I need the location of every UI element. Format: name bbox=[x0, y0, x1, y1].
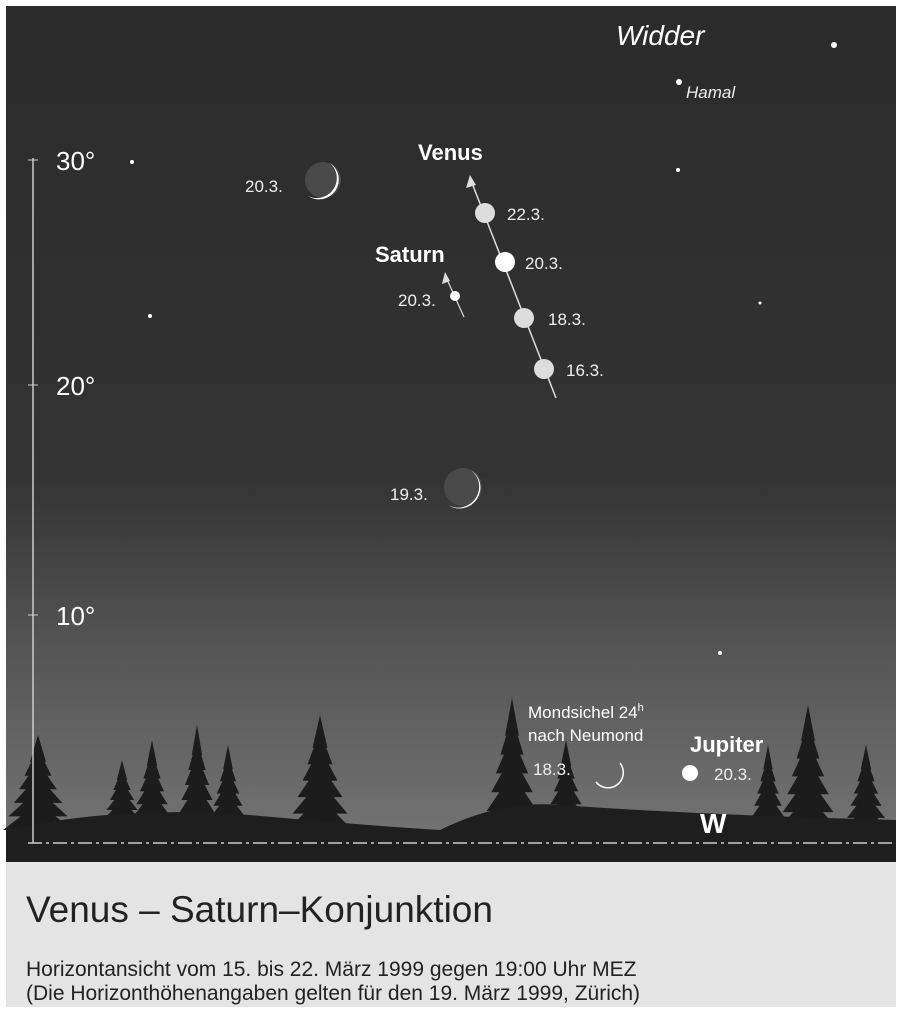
planet-name: Jupiter bbox=[690, 732, 764, 757]
date-label: 18.3. bbox=[533, 760, 571, 779]
note: nach Neumond bbox=[528, 726, 643, 745]
jupiter bbox=[682, 765, 698, 781]
date-label: 20.3. bbox=[245, 177, 283, 196]
date-label: 20.3. bbox=[525, 254, 563, 273]
caption-line: (Die Horizonthöhenangaben gelten für den… bbox=[26, 982, 640, 1005]
note-sup: h bbox=[638, 702, 644, 714]
altitude-label: 10° bbox=[56, 601, 95, 631]
altitude-label: 20° bbox=[56, 371, 95, 401]
altitude-label: 30° bbox=[56, 146, 95, 176]
moon bbox=[444, 468, 482, 506]
caption-title: Venus – Saturn–Konjunktion bbox=[26, 889, 493, 930]
saturn bbox=[450, 291, 460, 301]
sky-chart: 30° 20° 10° Widder Hamal Venus 22.3. 20.… bbox=[0, 0, 898, 1007]
direction: W bbox=[700, 808, 727, 839]
note: Mondsichel 24h bbox=[528, 702, 644, 722]
planet-name: Saturn bbox=[375, 242, 445, 267]
moon bbox=[305, 162, 341, 198]
star-label: Hamal bbox=[686, 83, 736, 102]
note-text: Mondsichel 24 bbox=[528, 703, 638, 722]
date-label: 22.3. bbox=[507, 205, 545, 224]
date-label: 19.3. bbox=[390, 485, 428, 504]
planet-name: Venus bbox=[418, 140, 483, 165]
date-label: 20.3. bbox=[714, 765, 752, 784]
date-label: 18.3. bbox=[548, 310, 586, 329]
caption-line: Horizontansicht vom 15. bis 22. März 199… bbox=[26, 958, 637, 981]
date-label: 16.3. bbox=[566, 361, 604, 380]
date-label: 20.3. bbox=[398, 291, 436, 310]
constellation: Widder bbox=[616, 20, 706, 51]
